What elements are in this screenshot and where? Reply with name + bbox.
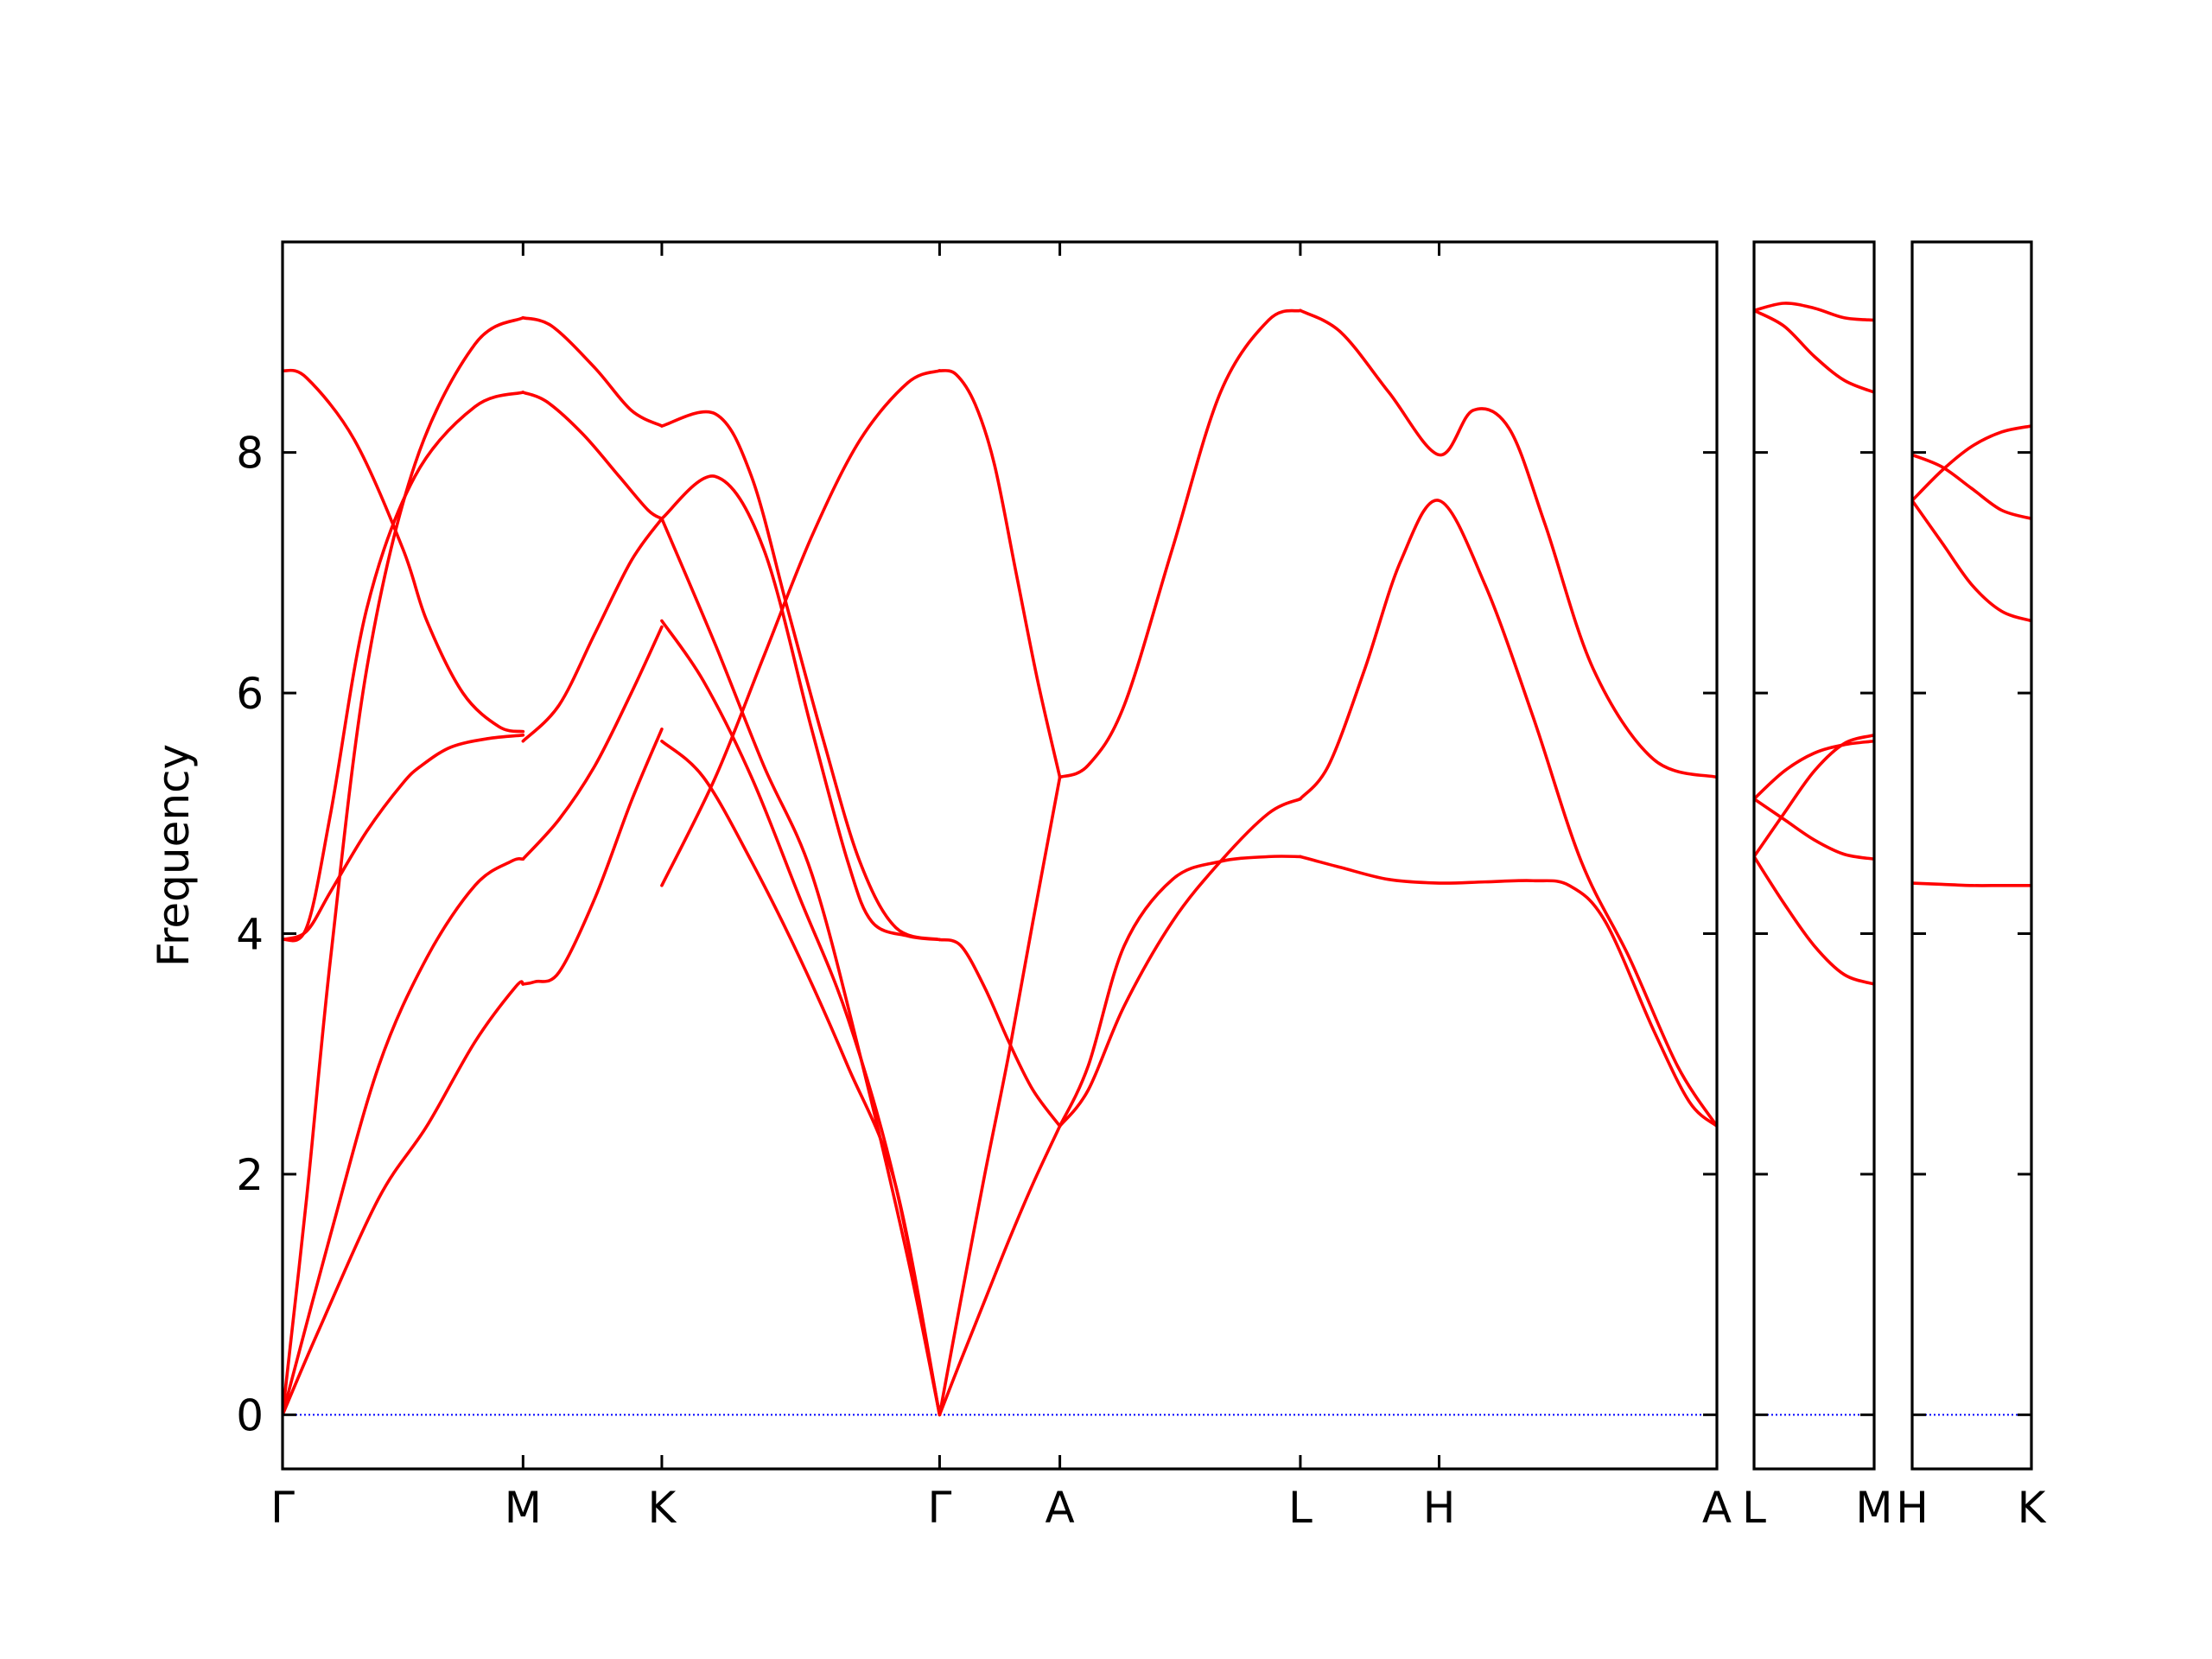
band-line-25: [1299, 308, 1717, 779]
band-line-11: [521, 315, 664, 428]
x-tick-label: Γ: [927, 1483, 951, 1533]
band-line-2: [1754, 308, 1874, 394]
y-tick-label: 4: [236, 909, 264, 959]
x-tick-label: A: [1702, 1483, 1732, 1533]
band-line-4: [283, 391, 525, 943]
band-line-17: [660, 369, 942, 887]
y-axis-label: Frequency: [149, 744, 199, 967]
x-tick-label: A: [1045, 1483, 1074, 1533]
x-tick-label: M: [505, 1483, 542, 1533]
panel-1: 0 2 4 6 8 Γ M K Γ A L H A: [236, 240, 1732, 1533]
x-tick-label: L: [1288, 1483, 1313, 1533]
band-line-15: [660, 739, 942, 1417]
band-curves: [283, 308, 1717, 1417]
band-line-24: [1058, 855, 1302, 1128]
x-tick-label: K: [648, 1483, 677, 1533]
y-axis-label-group: Frequency: [149, 744, 199, 967]
band-line-22: [1058, 308, 1302, 779]
band-line-12: [660, 619, 942, 1417]
band-line-5: [1754, 733, 1874, 859]
y-tick-label: 6: [236, 669, 264, 719]
band-line-4: [1912, 881, 2031, 887]
band-line-18: [938, 1124, 1062, 1417]
panel-frame: [281, 240, 1719, 1471]
band-line-20: [938, 938, 1062, 1128]
x-tick-label: M: [1855, 1483, 1892, 1533]
band-curves: [1754, 302, 1874, 986]
band-line-27: [1299, 855, 1717, 1128]
band-line-2: [283, 857, 525, 1417]
band-curves: [1912, 424, 2031, 887]
band-line-26: [1299, 499, 1717, 1128]
band-line-1: [1754, 302, 1874, 322]
band-line-1: [283, 980, 525, 1417]
band-line-8: [521, 625, 664, 861]
band-line-16: [660, 410, 942, 942]
band-line-13: [660, 517, 942, 1417]
band-line-23: [1058, 797, 1302, 1128]
y-tick-label: 8: [236, 429, 264, 479]
band-line-19: [938, 775, 1062, 1417]
panel-frame: [1910, 240, 2033, 1471]
band-line-1: [1912, 453, 2031, 520]
panel-frame: [1752, 240, 1876, 1471]
band-line-21: [938, 369, 1062, 779]
band-line-14: [660, 474, 942, 942]
x-tick-label: K: [2018, 1483, 2047, 1533]
band-line-3: [1912, 499, 2031, 623]
x-tick-label: H: [1896, 1483, 1929, 1533]
band-line-10: [521, 391, 664, 520]
band-line-6: [283, 368, 525, 734]
band-line-3: [1754, 739, 1874, 801]
x-tick-label: L: [1742, 1483, 1766, 1533]
band-line-5: [283, 315, 525, 1417]
band-line-6: [1754, 855, 1874, 986]
band-line-3: [283, 733, 525, 942]
band-line-4: [1754, 797, 1874, 861]
y-tick-label: 2: [236, 1150, 264, 1200]
x-tick-label: H: [1423, 1483, 1456, 1533]
y-tick-label: 0: [236, 1390, 264, 1440]
band-line-2: [1912, 424, 2031, 503]
band-line-7: [521, 728, 664, 986]
x-tick-label: Γ: [270, 1483, 295, 1533]
band-line-9: [521, 517, 664, 743]
